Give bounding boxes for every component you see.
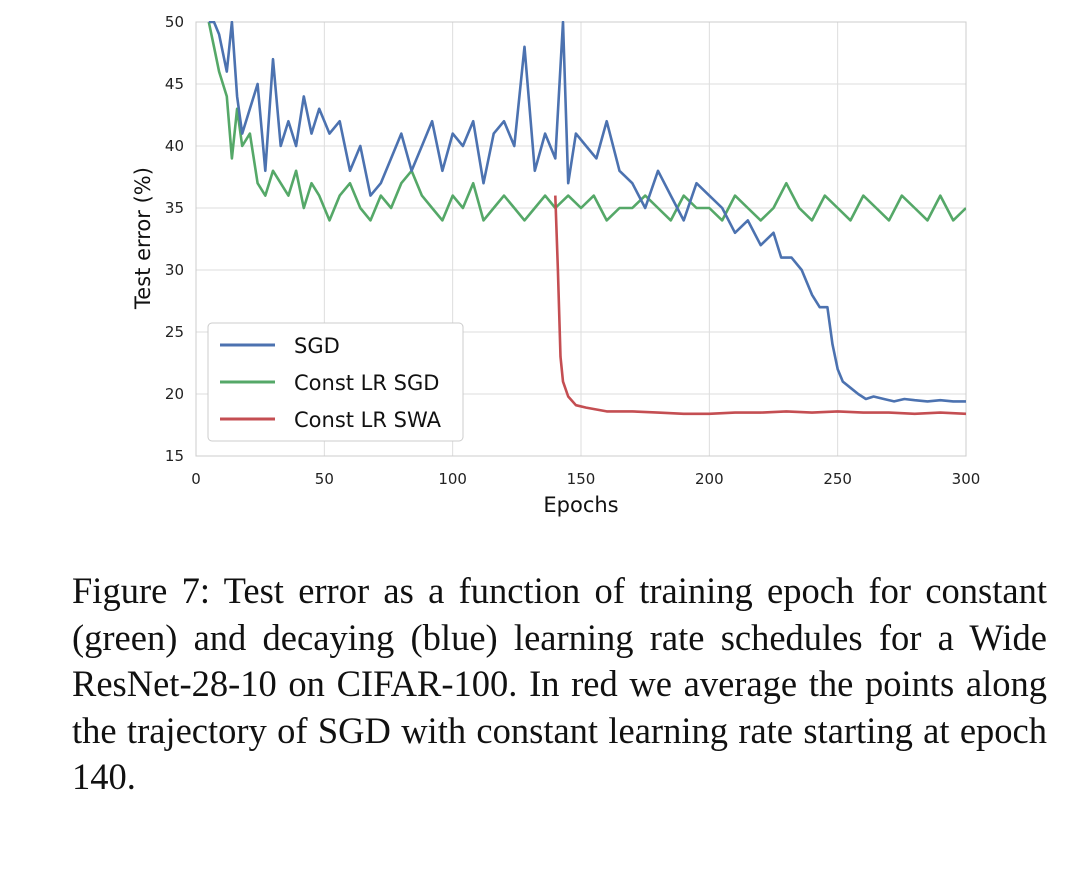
y-tick-label: 30 xyxy=(165,261,184,279)
x-tick-label: 100 xyxy=(438,470,467,488)
x-tick-label: 150 xyxy=(567,470,596,488)
legend-label-const-lr-sgd: Const LR SGD xyxy=(294,371,439,395)
y-tick-label: 20 xyxy=(165,385,184,403)
x-tick-label: 200 xyxy=(695,470,724,488)
figure-caption: Figure 7: Test error as a function of tr… xyxy=(72,570,1047,797)
series-line-const-lr-swa xyxy=(554,195,966,416)
series-line-sgd xyxy=(208,21,966,403)
y-tick-label: 40 xyxy=(165,137,184,155)
series-lines xyxy=(207,21,966,416)
test-error-chart: 0 50 100 150 200 250 300 15 20 25 30 35 40 45 50 Epoch… xyxy=(131,13,980,517)
y-tick-label: 15 xyxy=(165,447,184,465)
x-tick-label: 250 xyxy=(823,470,852,488)
plot-area xyxy=(195,21,967,457)
x-axis-title: Epochs xyxy=(543,493,618,517)
series-line-const-lr-sgd xyxy=(207,21,966,222)
axis-ticks: 0 50 100 150 200 250 300 15 20 25 30 35 40 45 50 xyxy=(165,13,980,488)
x-tick-label: 0 xyxy=(191,470,201,488)
legend-box xyxy=(207,322,464,442)
x-tick-label: 50 xyxy=(315,470,334,488)
y-tick-label: 25 xyxy=(165,323,184,341)
legend-label-sgd: SGD xyxy=(294,334,340,358)
chart-legend: SGD Const LR SGD Const LR SWA xyxy=(207,322,464,442)
x-tick-label: 300 xyxy=(952,470,981,488)
y-axis-title: Test error (%) xyxy=(131,167,155,310)
y-tick-label: 50 xyxy=(165,13,184,31)
y-tick-label: 45 xyxy=(165,75,184,93)
y-tick-label: 35 xyxy=(165,199,184,217)
legend-label-const-lr-swa: Const LR SWA xyxy=(294,408,442,432)
